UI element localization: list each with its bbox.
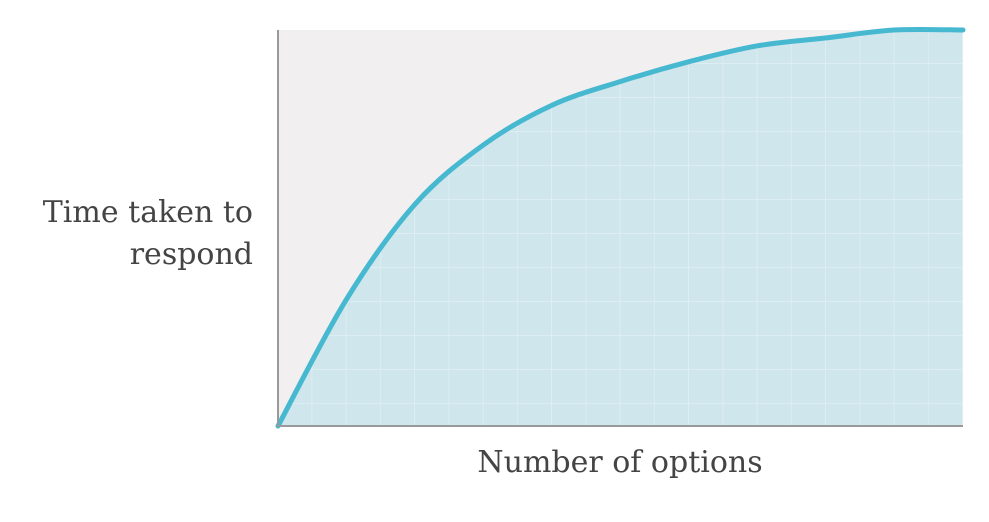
plot-area xyxy=(275,26,966,429)
curve xyxy=(275,26,966,429)
area-fill xyxy=(278,29,963,427)
y-axis-label: respond xyxy=(130,237,253,272)
y-axis-label: Time taken to xyxy=(43,195,253,230)
x-axis-label: Number of options xyxy=(477,445,762,480)
